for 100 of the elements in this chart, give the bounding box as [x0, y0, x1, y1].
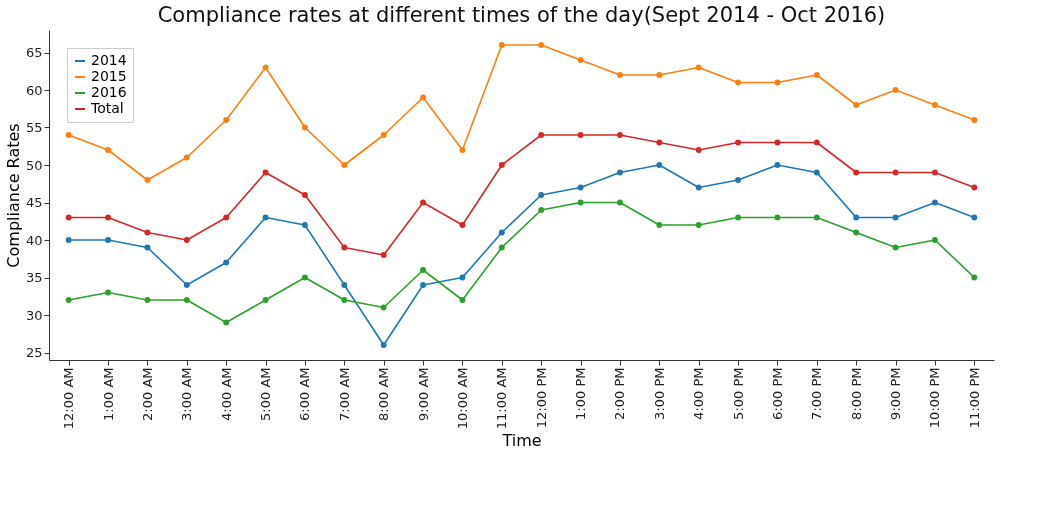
point [341, 162, 348, 168]
x-tick-label: 12:00 PM [533, 367, 549, 429]
point [183, 154, 190, 161]
point [853, 229, 860, 236]
point [459, 274, 466, 281]
point [301, 222, 308, 228]
x-tick-label: 11:00 AM [494, 367, 510, 430]
point [538, 42, 545, 48]
x-tick-label: 9:00 AM [415, 367, 431, 421]
y-tick-label: 60 [25, 82, 43, 98]
point [183, 297, 190, 303]
point [971, 117, 978, 123]
x-axis-title: Time [501, 431, 542, 451]
point [892, 87, 899, 93]
point [656, 72, 663, 78]
point [105, 237, 112, 243]
point [656, 139, 663, 146]
point [380, 342, 387, 348]
point [695, 147, 702, 153]
x-tick-label: 7:00 PM [809, 367, 825, 420]
point [853, 102, 860, 108]
point [735, 214, 742, 221]
x-tick-label: 3:00 PM [651, 367, 667, 420]
point [735, 177, 742, 183]
x-tick-label: 1:00 PM [573, 367, 589, 420]
point [144, 229, 151, 236]
point [616, 132, 623, 138]
point [65, 132, 72, 138]
point [892, 169, 899, 176]
point [420, 199, 427, 206]
point [183, 237, 190, 243]
legend-label: 2016 [91, 84, 127, 100]
y-axis-title: Compliance Rates [3, 123, 23, 268]
x-tick-label: 3:00 AM [179, 367, 195, 421]
x-tick-label: 6:00 PM [769, 367, 785, 420]
point [971, 184, 978, 191]
point [853, 214, 860, 221]
point [971, 214, 978, 221]
point [459, 222, 466, 228]
legend-label: 2014 [91, 52, 127, 68]
point [262, 169, 269, 176]
point [538, 192, 545, 198]
point [616, 199, 623, 206]
y-tick-label: 25 [25, 345, 43, 360]
point [65, 297, 72, 303]
point [301, 274, 308, 281]
point [341, 297, 348, 303]
point [695, 222, 702, 228]
point [105, 214, 112, 221]
x-tick-label: 2:00 AM [139, 367, 155, 421]
point [223, 259, 230, 266]
point [105, 289, 112, 296]
point [498, 42, 505, 48]
y-tick-label: 50 [25, 157, 43, 173]
point [971, 274, 978, 281]
point [931, 169, 938, 176]
point [420, 282, 427, 288]
point [813, 214, 820, 221]
point [144, 297, 151, 303]
point [616, 72, 623, 78]
x-tick-label: 5:00 PM [730, 367, 746, 420]
point [65, 214, 72, 221]
point [498, 229, 505, 236]
point [341, 282, 348, 288]
point [577, 132, 584, 138]
point [813, 72, 820, 78]
x-tick-label: 10:00 AM [454, 367, 470, 430]
point [695, 184, 702, 191]
point [420, 94, 427, 101]
point [774, 139, 781, 146]
y-tick-label: 40 [25, 232, 43, 248]
x-tick-label: 2:00 PM [612, 367, 628, 420]
x-tick-label: 9:00 PM [888, 367, 904, 420]
x-tick-label: 7:00 AM [336, 367, 352, 421]
point [223, 214, 230, 221]
point [577, 57, 584, 63]
point [380, 252, 387, 258]
point [577, 184, 584, 191]
point [420, 267, 427, 273]
point [380, 132, 387, 138]
point [223, 117, 230, 123]
x-tick-label: 1:00 AM [100, 367, 116, 421]
legend-label: Total [90, 100, 124, 116]
point [695, 64, 702, 71]
point [931, 237, 938, 243]
point [380, 304, 387, 311]
point [223, 319, 230, 326]
point [262, 214, 269, 221]
point [656, 222, 663, 228]
point [892, 244, 899, 251]
point [853, 169, 860, 176]
point [262, 64, 269, 71]
point [498, 162, 505, 168]
x-tick-label: 12:00 AM [61, 367, 77, 430]
y-tick-label: 35 [25, 270, 43, 285]
legend-label: 2015 [91, 68, 127, 84]
point [262, 297, 269, 303]
point [144, 244, 151, 251]
point [577, 199, 584, 206]
point [65, 237, 72, 243]
